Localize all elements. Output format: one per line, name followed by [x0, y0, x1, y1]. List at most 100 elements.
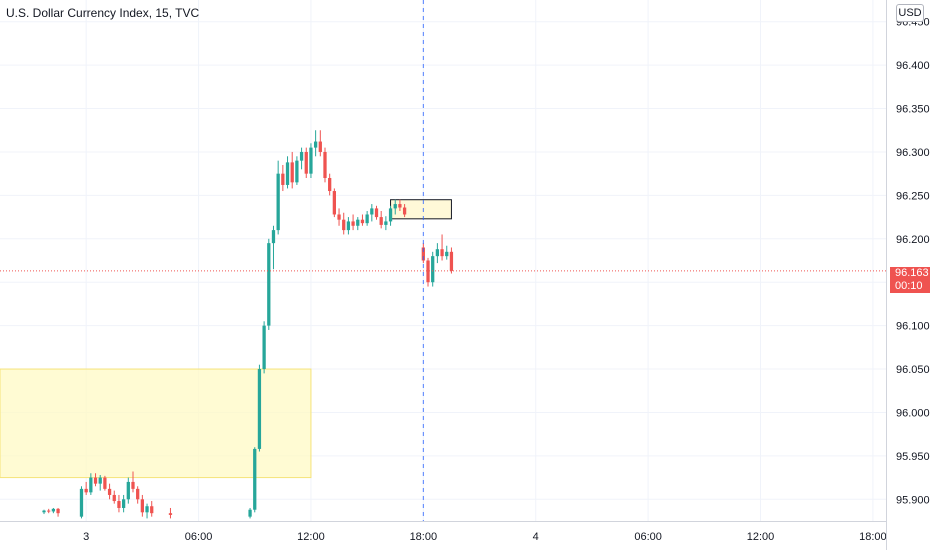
candle [370, 204, 374, 222]
candle [440, 234, 444, 261]
x-tick-label: 12:00 [297, 531, 325, 543]
candle [126, 477, 130, 504]
candle [365, 211, 369, 226]
candle [145, 503, 149, 519]
candle-body [337, 214, 341, 220]
y-tick-label: 96.100 [896, 321, 930, 333]
y-tick-label: 96.000 [896, 407, 930, 419]
candle [356, 217, 360, 231]
candle-body [253, 448, 257, 510]
candle [121, 494, 126, 513]
candle [271, 225, 276, 270]
candle [295, 156, 299, 185]
supply-demand-zones [0, 199, 452, 479]
candle [98, 474, 102, 491]
candle-body [89, 477, 93, 493]
candle [379, 211, 383, 229]
candle [93, 473, 98, 487]
candle [51, 507, 56, 514]
candle-body [332, 191, 336, 215]
candle-body [431, 256, 435, 283]
candle [276, 160, 280, 235]
candle-body [318, 141, 322, 152]
candle-body [285, 162, 290, 185]
candle-body [374, 208, 379, 218]
candle [388, 205, 393, 226]
candle [84, 481, 88, 495]
candle [435, 243, 440, 264]
candle-body [370, 208, 374, 215]
candle [107, 483, 112, 500]
candle-body [426, 260, 430, 283]
candle [89, 473, 93, 495]
candle-body [103, 477, 107, 489]
candle [421, 243, 425, 264]
candle [346, 217, 351, 235]
candle [360, 214, 365, 226]
candle [449, 247, 454, 274]
y-tick-label: 96.050 [896, 364, 930, 376]
candle-body [281, 173, 285, 185]
last-price-value: 96.163 [895, 267, 929, 279]
candle [257, 364, 262, 452]
candle [248, 507, 252, 519]
candle-body [356, 219, 360, 226]
candle [253, 447, 257, 513]
candle [402, 204, 407, 218]
y-tick-label: 95.950 [896, 451, 930, 463]
candle-body [168, 513, 173, 515]
candle-body [136, 488, 140, 500]
candle-body [98, 477, 102, 484]
candle [445, 245, 449, 260]
candlestick-series [42, 130, 454, 519]
candle [426, 257, 430, 287]
candle [285, 156, 290, 189]
candle-body [290, 162, 294, 183]
candle-body [117, 501, 121, 508]
candle-body [262, 325, 266, 370]
candle-body [346, 221, 351, 231]
x-tick-label: 06:00 [634, 531, 662, 543]
candle-body [267, 243, 271, 326]
candle [309, 143, 313, 179]
x-tick-label: 4 [533, 531, 539, 543]
candle [337, 208, 341, 226]
candle-body [276, 173, 280, 231]
candle-body [107, 488, 112, 495]
candle-body [365, 214, 369, 224]
candle-body [342, 219, 346, 231]
candle [351, 214, 355, 231]
candle-countdown: 00:10 [895, 280, 923, 292]
candle [323, 147, 327, 183]
candle [42, 509, 46, 515]
candle-body [150, 506, 154, 514]
candle-body [271, 230, 276, 244]
candle [103, 475, 107, 491]
candle-body [51, 508, 56, 512]
candle-body [112, 494, 116, 502]
candle [47, 508, 51, 514]
candle-body [126, 481, 130, 500]
candle [393, 199, 397, 215]
candle-body [328, 178, 332, 192]
x-tick-label: 18:00 [859, 531, 887, 543]
candle [384, 216, 388, 231]
candle-body [379, 217, 383, 225]
candle [150, 501, 154, 517]
x-tick-label: 3 [83, 531, 89, 543]
candle-body [131, 481, 135, 489]
candle [398, 199, 402, 212]
candle-body [393, 204, 397, 209]
y-tick-label: 96.350 [896, 104, 930, 116]
candle-body [360, 219, 365, 224]
candle-body [42, 510, 46, 513]
candle-body [79, 488, 84, 517]
candle [117, 494, 121, 513]
candle-body [295, 160, 299, 183]
candle [281, 164, 285, 192]
candle [299, 147, 304, 170]
candle-body [449, 251, 454, 271]
candle-body [309, 147, 313, 174]
currency-button[interactable]: USD [896, 4, 924, 22]
